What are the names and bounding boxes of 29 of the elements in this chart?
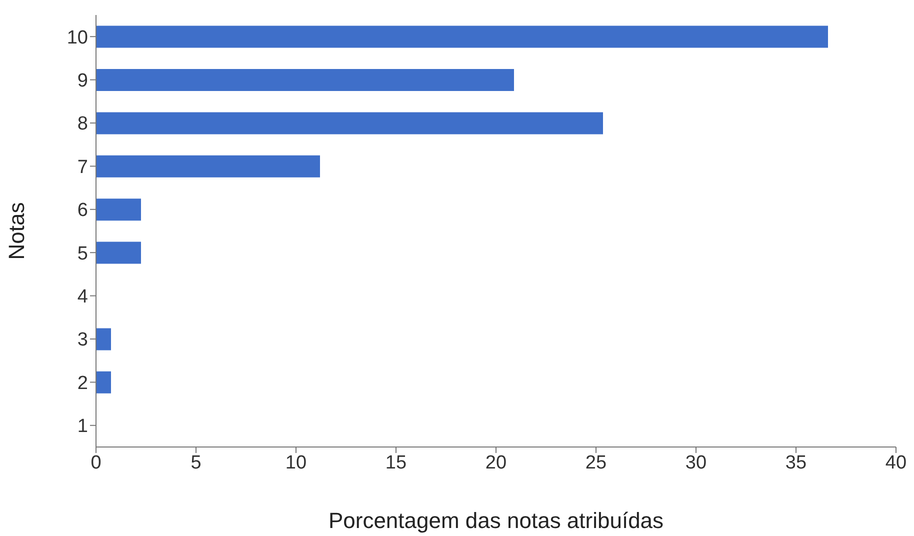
- x-tick-label: 10: [285, 452, 307, 474]
- bar: [96, 26, 828, 48]
- y-axis-title: Notas: [4, 202, 29, 260]
- x-tick-label: 25: [585, 452, 607, 474]
- bar: [96, 112, 603, 134]
- bar: [96, 198, 141, 221]
- y-tick-label: 2: [77, 372, 88, 394]
- y-tick-label: 1: [77, 416, 88, 438]
- x-tick-label: 0: [90, 452, 102, 474]
- x-tick-label: 20: [485, 452, 507, 474]
- bar: [96, 371, 111, 394]
- y-tick-label: 5: [77, 243, 88, 264]
- bar: [96, 328, 111, 350]
- x-axis-title: Porcentagem das notas atribuídas: [328, 508, 664, 533]
- y-tick-label: 7: [77, 156, 88, 178]
- y-tick-label: 8: [77, 114, 88, 135]
- y-tick-label: 4: [77, 286, 88, 308]
- x-tick-label: 5: [190, 452, 202, 474]
- x-tick-label: 15: [385, 452, 407, 474]
- y-tick-label: 9: [77, 70, 88, 92]
- x-tick-label: 35: [785, 452, 807, 474]
- y-tick-label: 10: [66, 27, 88, 48]
- bar: [96, 242, 141, 264]
- x-tick-label: 40: [885, 452, 907, 474]
- y-tick-label: 3: [77, 330, 88, 351]
- x-tick-label: 30: [685, 452, 707, 474]
- bar: [96, 69, 514, 91]
- y-tick-label: 6: [77, 200, 88, 222]
- bar: [96, 155, 320, 178]
